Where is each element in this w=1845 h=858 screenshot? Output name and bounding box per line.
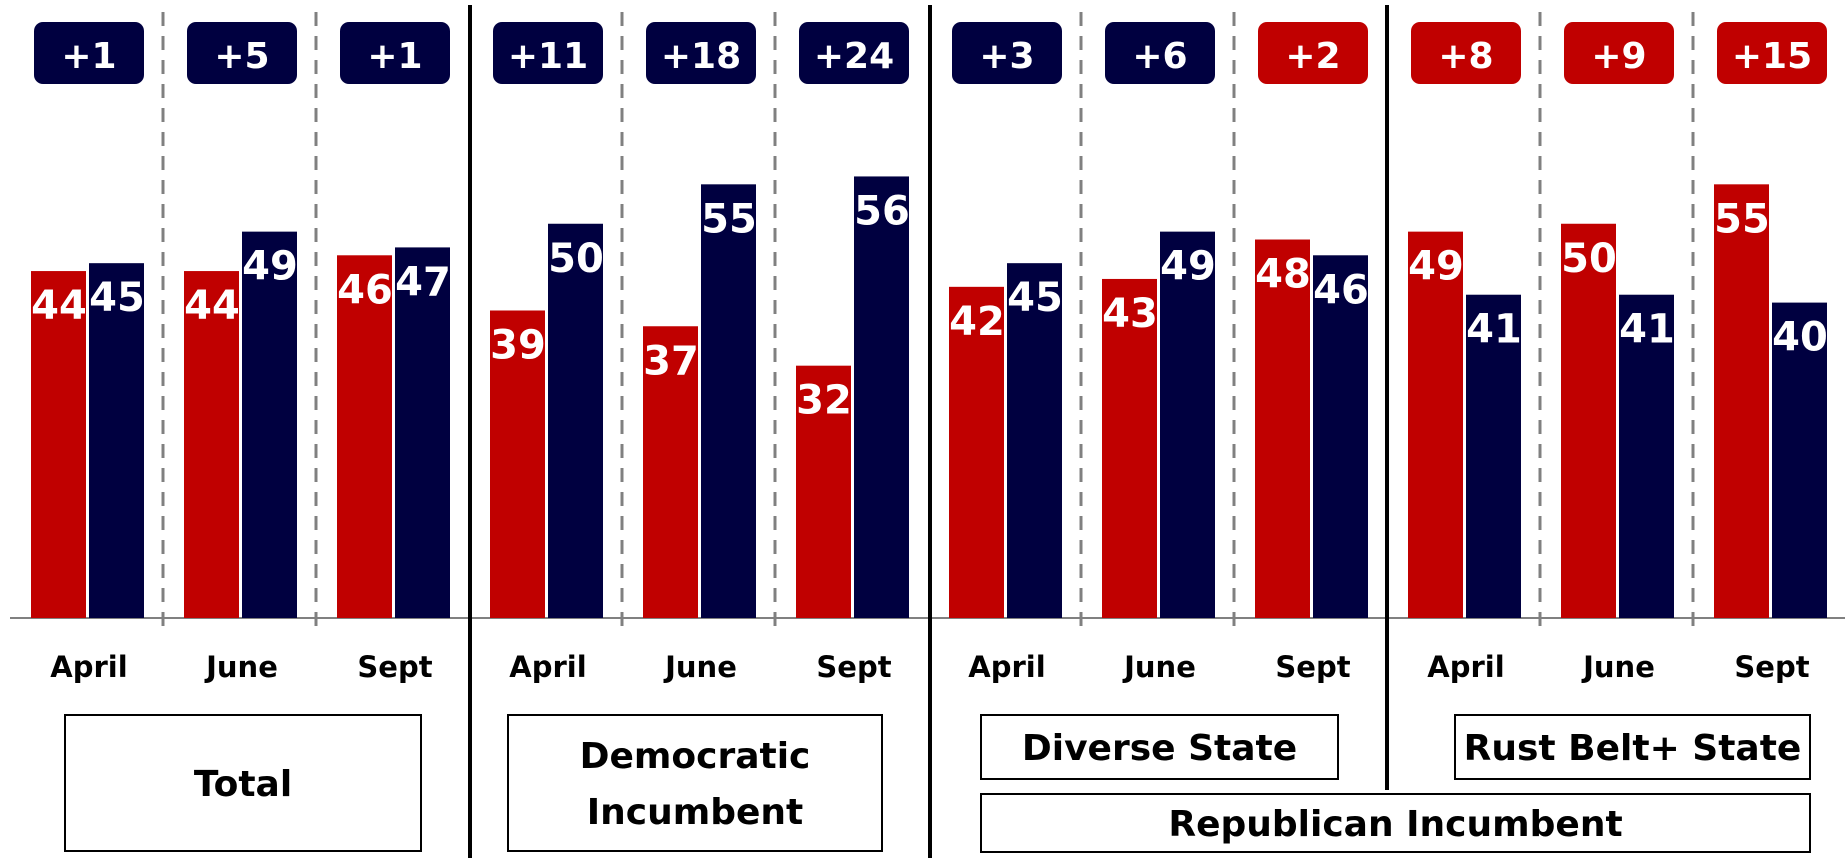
bar-democrat [1772,302,1827,618]
group-label: Rust Belt+ State [1464,728,1802,769]
bar-republican [1102,278,1157,618]
margin-badge-label: +24 [814,36,894,77]
margin-badge-label: +3 [979,36,1034,77]
bar-label-democrat: 45 [1007,275,1063,321]
bar-republican [1408,231,1463,618]
bar-label-republican: 39 [490,322,546,368]
margin-badge [493,22,603,84]
group-label-box [507,714,883,852]
bar-democrat [242,231,297,618]
bar-label-democrat: 47 [395,259,451,305]
bar-label-republican: 32 [796,378,852,424]
bar-label-republican: 42 [949,299,1005,345]
annotation-label: Republican Incumbent [1168,804,1622,845]
margin-badge [1411,22,1521,84]
bar-democrat [548,223,603,618]
margin-badge [646,22,756,84]
month-label: June [204,650,278,684]
margin-badge [340,22,450,84]
bar-label-republican: 49 [1408,244,1464,290]
bar-label-democrat: 56 [854,188,910,234]
bar-label-democrat: 40 [1772,315,1828,361]
bar-republican [1561,223,1616,618]
margin-badge [1105,22,1215,84]
bar-democrat [701,184,756,618]
margin-badge [1564,22,1674,84]
bar-republican [643,326,698,618]
bar-label-democrat: 55 [701,196,757,242]
bar-republican [1255,239,1310,618]
month-label: June [663,650,737,684]
bar-label-democrat: 46 [1313,267,1369,313]
margin-badge-label: +9 [1591,36,1646,77]
month-label: April [1427,650,1504,684]
bar-republican [31,271,86,618]
bar-label-republican: 50 [1561,236,1617,282]
bar-label-republican: 43 [1102,291,1158,337]
group-label-box [980,714,1339,780]
bar-label-democrat: 41 [1466,307,1522,353]
margin-badge-label: +5 [214,36,269,77]
bar-label-democrat: 45 [89,275,145,321]
month-label: April [509,650,586,684]
bar-label-democrat: 49 [242,244,298,290]
bar-democrat [854,176,909,618]
bar-label-republican: 48 [1255,252,1311,298]
margin-badge-label: +1 [61,36,116,77]
month-label: Sept [816,650,891,684]
bar-republican [1714,184,1769,618]
margin-badge-label: +11 [508,36,588,77]
margin-badge [187,22,297,84]
bar-democrat [395,247,450,618]
margin-badge [34,22,144,84]
bar-democrat [89,263,144,618]
bar-republican [796,365,851,618]
group-label: Total [194,764,292,805]
annotation-box [980,793,1811,853]
margin-badge-label: +2 [1285,36,1340,77]
bar-label-democrat: 49 [1160,244,1216,290]
bar-democrat [1466,294,1521,618]
bar-democrat [1160,231,1215,618]
margin-badge-label: +6 [1132,36,1187,77]
group-label: Incumbent [587,792,804,833]
bar-republican [184,271,239,618]
bar-label-republican: 37 [643,338,699,384]
margin-badge-label: +8 [1438,36,1493,77]
bar-democrat [1619,294,1674,618]
bar-democrat [1313,255,1368,619]
margin-badge [799,22,909,84]
bar-label-republican: 46 [337,267,393,313]
bar-democrat [1007,263,1062,618]
group-label: Democratic [580,736,811,777]
bar-republican [337,255,392,619]
month-label: Sept [1275,650,1350,684]
bar-label-republican: 44 [184,283,240,329]
margin-badge-label: +15 [1732,36,1812,77]
margin-badge [1717,22,1827,84]
bar-label-democrat: 41 [1619,307,1675,353]
month-label: April [968,650,1045,684]
group-label-box [1454,714,1811,780]
month-label: April [50,650,127,684]
bar-republican [490,310,545,618]
bar-label-republican: 44 [31,283,87,329]
month-label: June [1581,650,1655,684]
month-label: Sept [357,650,432,684]
month-label: June [1122,650,1196,684]
month-label: Sept [1734,650,1809,684]
margin-badge-label: +1 [367,36,422,77]
margin-badge [952,22,1062,84]
group-label: Diverse State [1022,728,1297,769]
group-label-box [64,714,422,852]
margin-badge-label: +18 [661,36,741,77]
bar-republican [949,286,1004,618]
bar-label-republican: 55 [1714,196,1770,242]
bar-label-democrat: 50 [548,236,604,282]
margin-badge [1258,22,1368,84]
